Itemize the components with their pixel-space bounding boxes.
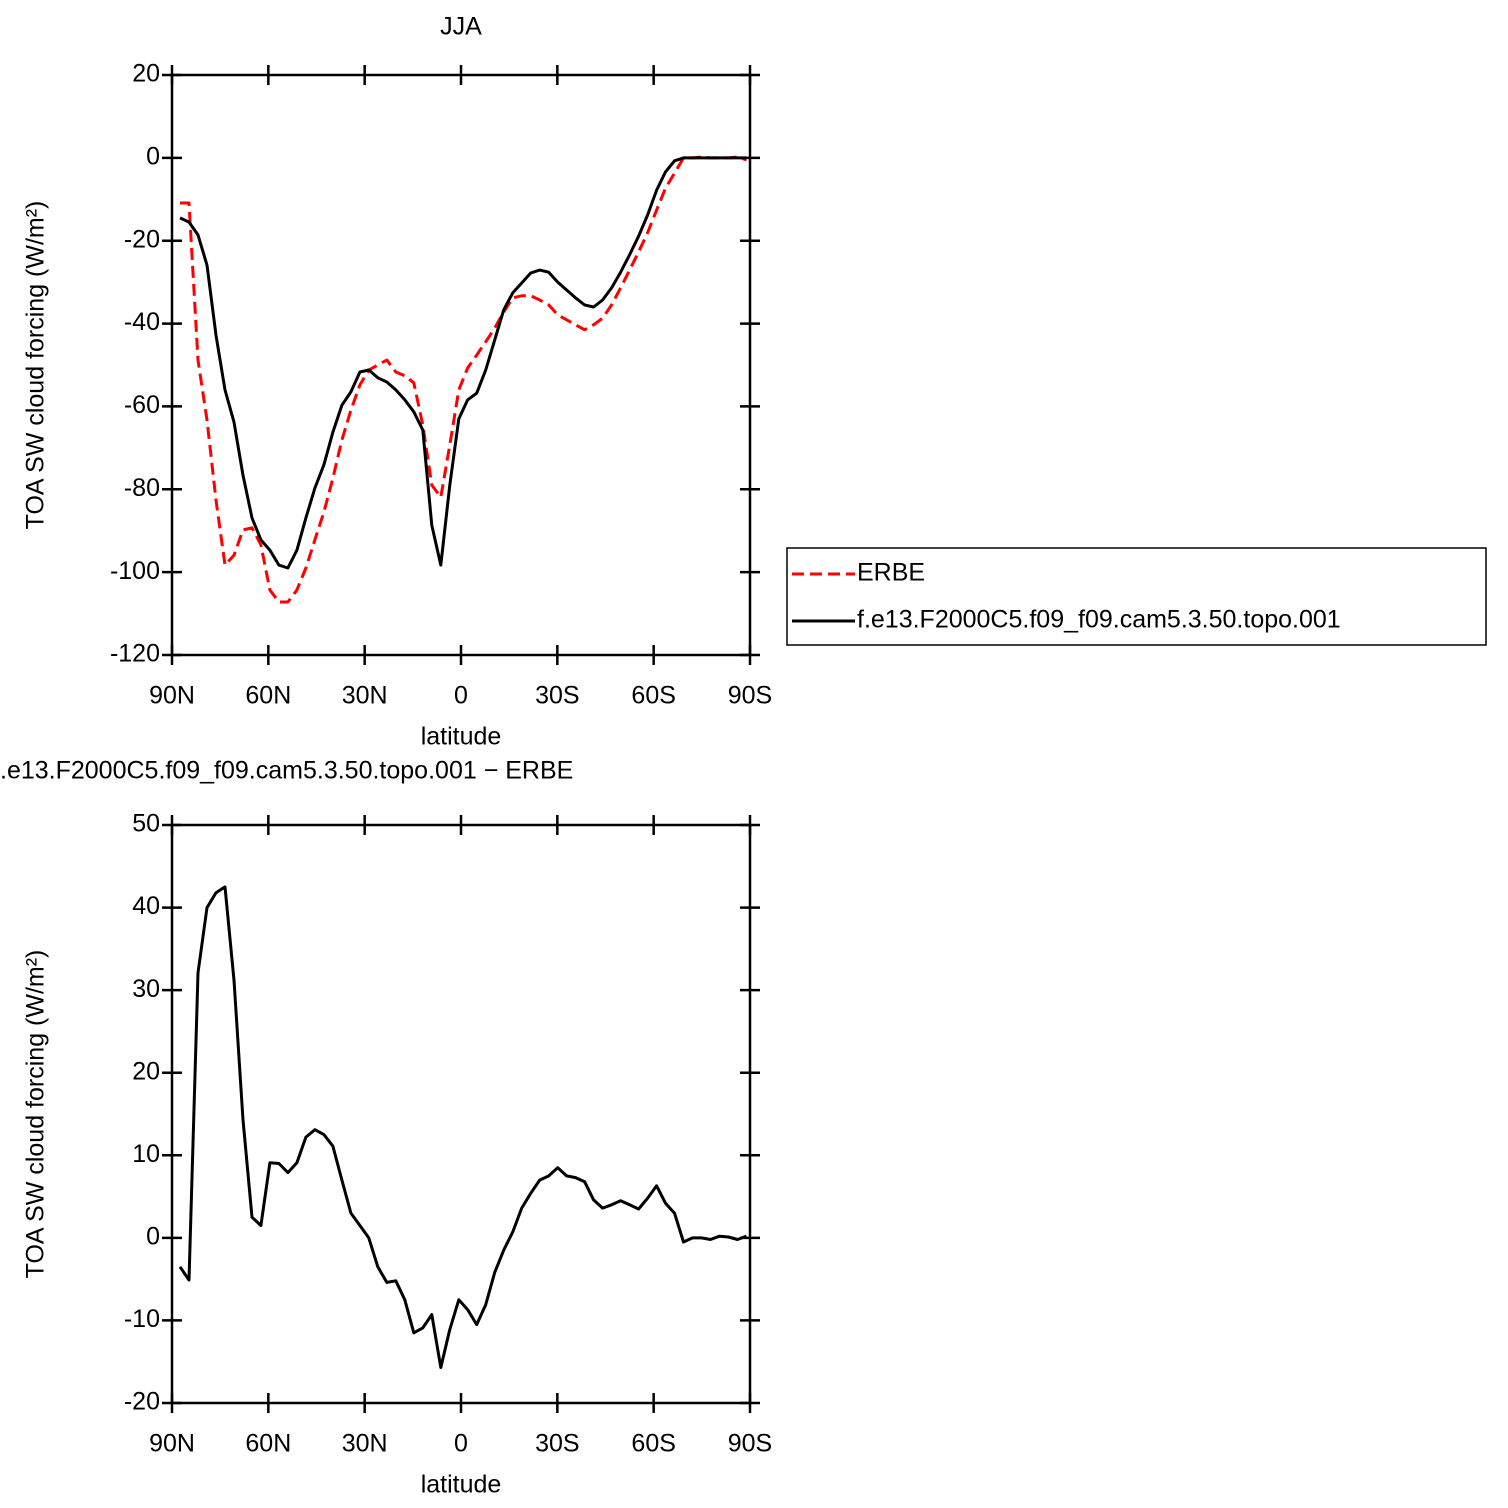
- y-tick-label: -80: [124, 474, 160, 502]
- y-tick-label: 40: [132, 892, 160, 920]
- x-tick-label: 30S: [535, 682, 579, 710]
- y-tick-label: -60: [124, 391, 160, 419]
- x-tick-label: 90S: [728, 682, 772, 710]
- x-tick-label: 90S: [728, 1430, 772, 1458]
- legend-label: f.e13.F2000C5.f09_f09.cam5.3.50.topo.001: [857, 606, 1341, 634]
- x-tick-label: 30S: [535, 1430, 579, 1458]
- y-tick-label: 30: [132, 975, 160, 1003]
- x-tick-label: 30N: [342, 1430, 388, 1458]
- plot-frame: [170, 823, 752, 1405]
- x-tick-label: 60S: [631, 1430, 675, 1458]
- y-tick-label: -120: [110, 640, 160, 668]
- y-tick-label: -20: [124, 225, 160, 253]
- data-line: [180, 155, 747, 604]
- x-tick-label: 60N: [245, 682, 291, 710]
- legend-box: [786, 547, 1487, 646]
- x-axis-label: latitude: [421, 723, 502, 751]
- y-tick-label: 20: [132, 1057, 160, 1085]
- y-tick-label: -100: [110, 557, 160, 585]
- x-tick-label: 0: [454, 682, 468, 710]
- data-line: [179, 156, 747, 570]
- y-axis-label: TOA SW cloud forcing (W/m²): [22, 201, 50, 530]
- y-tick-label: 10: [132, 1140, 160, 1168]
- x-tick-label: 0: [454, 1430, 468, 1458]
- y-tick-label: 0: [146, 1222, 160, 1250]
- x-tick-label: 90N: [149, 1430, 195, 1458]
- x-tick-label: 90N: [149, 682, 195, 710]
- y-tick-label: 20: [132, 60, 160, 88]
- y-axis-label: TOA SW cloud forcing (W/m²): [22, 950, 50, 1279]
- legend-label: ERBE: [857, 559, 925, 587]
- y-tick-label: 0: [146, 142, 160, 170]
- x-axis-label: latitude: [421, 1471, 502, 1499]
- x-tick-label: 60N: [245, 1430, 291, 1458]
- plot-frame: [170, 73, 752, 657]
- x-tick-label: 60S: [631, 682, 675, 710]
- y-tick-label: -40: [124, 308, 160, 336]
- chart-title: .e13.F2000C5.f09_f09.cam5.3.50.topo.001 …: [0, 757, 573, 785]
- y-tick-label: -20: [124, 1388, 160, 1416]
- data-line: [178, 885, 748, 1369]
- y-tick-label: 50: [132, 810, 160, 838]
- x-tick-label: 30N: [342, 682, 388, 710]
- y-tick-label: -10: [124, 1305, 160, 1333]
- chart-title: JJA: [440, 13, 482, 41]
